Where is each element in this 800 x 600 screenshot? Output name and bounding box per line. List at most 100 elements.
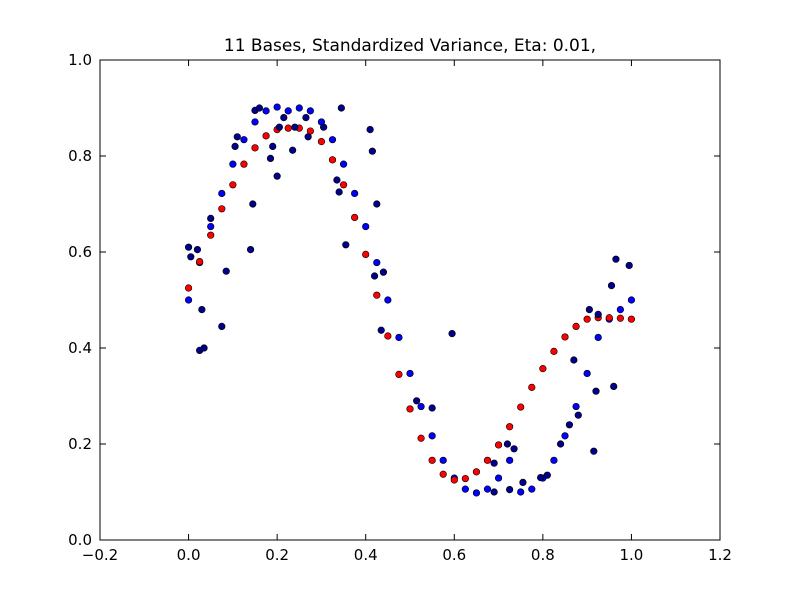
data-point — [255, 104, 264, 112]
data-point — [510, 445, 518, 453]
data-point — [198, 306, 206, 314]
data-point — [218, 189, 226, 198]
data-point — [494, 441, 503, 449]
data-point — [395, 333, 403, 342]
chart-title: 11 Bases, Standardized Variance, Eta: 0.… — [224, 36, 596, 56]
data-point — [610, 382, 618, 391]
data-point — [448, 330, 456, 338]
data-point — [384, 296, 392, 304]
x-tick-label: 0.2 — [265, 546, 289, 564]
plot-area — [184, 103, 636, 497]
data-point — [373, 200, 381, 208]
x-tick-label: −0.2 — [82, 546, 118, 564]
data-point — [417, 402, 425, 411]
data-point — [240, 160, 248, 168]
data-point — [273, 172, 281, 180]
data-point — [428, 432, 436, 440]
data-point — [200, 344, 208, 352]
data-point — [262, 107, 270, 115]
data-point — [494, 474, 503, 482]
data-point — [490, 459, 498, 467]
data-point — [517, 488, 525, 496]
x-tick-label: 0.0 — [177, 546, 201, 564]
data-point — [616, 314, 624, 322]
data-point — [351, 189, 359, 198]
data-point — [537, 474, 545, 482]
series-0 — [184, 103, 636, 497]
data-point — [406, 369, 414, 378]
y-tick-label: 0.8 — [68, 147, 92, 165]
data-point — [335, 188, 343, 196]
data-point — [328, 136, 337, 144]
y-tick-label: 1.0 — [68, 51, 92, 69]
data-point — [574, 411, 582, 419]
data-point — [616, 306, 624, 314]
data-point — [461, 474, 469, 483]
data-point — [550, 347, 558, 355]
data-point — [594, 333, 602, 342]
data-point — [506, 423, 514, 431]
data-point — [280, 113, 288, 122]
data-point — [328, 156, 337, 164]
data-point — [373, 258, 381, 267]
data-point — [550, 456, 558, 464]
data-point — [461, 485, 469, 493]
data-point — [377, 326, 385, 334]
data-point — [506, 456, 514, 464]
data-point — [368, 147, 376, 155]
data-point — [339, 181, 348, 189]
x-tick-label: 1.0 — [619, 546, 643, 564]
data-point — [284, 107, 292, 115]
data-point — [483, 485, 492, 493]
data-point — [506, 486, 514, 494]
data-point — [607, 282, 616, 290]
data-point — [413, 397, 421, 405]
data-point — [583, 369, 591, 378]
data-point — [266, 154, 275, 162]
data-point — [218, 322, 226, 331]
data-point — [528, 383, 536, 391]
data-point — [590, 447, 598, 455]
data-point — [207, 222, 215, 231]
data-point — [439, 470, 447, 478]
data-point — [184, 284, 193, 292]
x-tick-label: 1.2 — [708, 546, 732, 564]
data-point — [251, 118, 259, 126]
y-tick-label: 0.6 — [68, 243, 92, 261]
data-point — [306, 107, 314, 115]
plot-frame — [99, 59, 721, 541]
data-point — [625, 261, 633, 270]
data-point — [472, 489, 481, 497]
data-point — [342, 241, 350, 249]
data-point — [572, 402, 580, 411]
data-point — [320, 123, 328, 131]
data-point — [503, 440, 512, 448]
data-point — [517, 403, 525, 411]
data-point — [428, 456, 436, 464]
data-point — [362, 250, 370, 258]
data-point — [218, 205, 226, 213]
data-point — [406, 405, 414, 413]
data-point — [269, 142, 277, 150]
data-point — [366, 126, 374, 134]
data-point — [229, 160, 237, 168]
x-tick-label: 0.8 — [531, 546, 555, 564]
data-point — [561, 432, 569, 440]
data-point — [585, 306, 593, 314]
data-point — [275, 123, 283, 131]
data-point — [222, 267, 230, 275]
data-point — [246, 246, 255, 254]
data-point — [561, 333, 569, 341]
data-point — [240, 136, 248, 144]
data-point — [351, 213, 359, 222]
data-point — [395, 370, 403, 379]
series-1 — [184, 124, 636, 484]
data-point — [528, 485, 536, 493]
data-point — [373, 291, 381, 299]
y-tick-label: 0.4 — [68, 339, 92, 357]
data-point — [187, 253, 195, 261]
data-point — [339, 160, 348, 168]
data-point — [262, 132, 270, 140]
